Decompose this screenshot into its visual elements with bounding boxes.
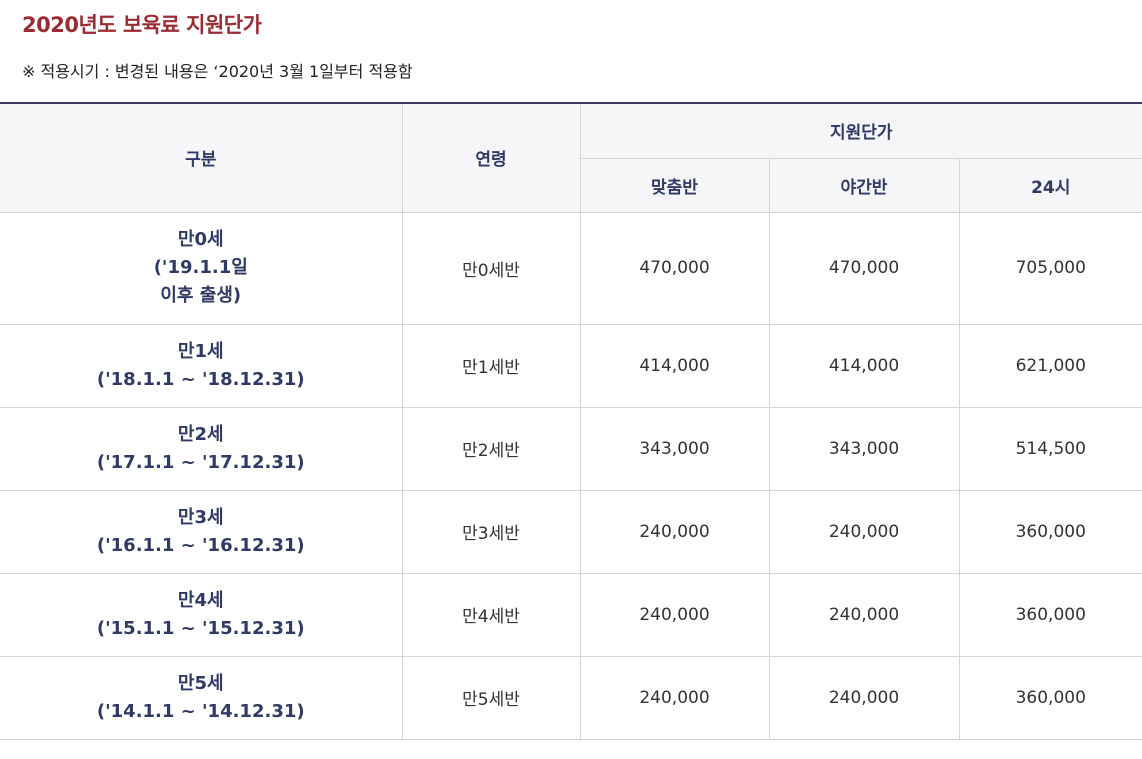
category-cell: 만3세 ('16.1.1 ~ '16.12.31) [0,490,403,574]
table-row: 만0세 ('19.1.1일 이후 출생) 만0세반 470,000 470,00… [0,212,1142,325]
table-row: 만3세 ('16.1.1 ~ '16.12.31) 만3세반 240,000 2… [0,490,1142,574]
regular-rate-cell: 414,000 [580,324,770,408]
category-cell: 만1세 ('18.1.1 ~ '18.12.31) [0,324,403,408]
age-class-cell: 만1세반 [402,324,581,408]
category-label: 만1세 [177,340,224,362]
header-age: 연령 [402,103,581,213]
night-rate-cell: 414,000 [769,324,960,408]
regular-rate-cell: 470,000 [580,212,770,325]
night-rate-cell: 470,000 [769,212,960,325]
table-row: 만1세 ('18.1.1 ~ '18.12.31) 만1세반 414,000 4… [0,324,1142,408]
age-class-cell: 만2세반 [402,407,581,491]
regular-rate-cell: 240,000 [580,656,770,740]
category-birth-range-cont: 이후 출생) [160,285,242,306]
full-day-rate-cell: 360,000 [959,656,1142,740]
category-label: 만4세 [177,589,224,611]
header-support-rate: 지원단가 [580,103,1142,159]
category-label: 만5세 [177,672,224,694]
category-label: 만2세 [177,423,224,445]
table-row: 만5세 ('14.1.1 ~ '14.12.31) 만5세반 240,000 2… [0,656,1142,740]
night-rate-cell: 343,000 [769,407,960,491]
age-class-cell: 만5세반 [402,656,581,740]
regular-rate-cell: 240,000 [580,490,770,574]
header-night-class: 야간반 [769,158,960,213]
full-day-rate-cell: 705,000 [959,212,1142,325]
category-birth-range: ('14.1.1 ~ '14.12.31) [96,700,305,722]
category-cell: 만5세 ('14.1.1 ~ '14.12.31) [0,656,403,740]
category-birth-range: ('15.1.1 ~ '15.12.31) [96,617,305,639]
regular-rate-cell: 240,000 [580,573,770,657]
header-24h-class: 24시 [959,158,1142,213]
category-cell: 만0세 ('19.1.1일 이후 출생) [0,212,403,325]
header-regular-class: 맞춤반 [580,158,770,213]
page-title: 2020년도 보육료 지원단가 [22,13,262,37]
regular-rate-cell: 343,000 [580,407,770,491]
age-class-cell: 만3세반 [402,490,581,574]
category-cell: 만2세 ('17.1.1 ~ '17.12.31) [0,407,403,491]
category-label: 만0세 [177,229,224,250]
full-day-rate-cell: 514,500 [959,407,1142,491]
full-day-rate-cell: 360,000 [959,490,1142,574]
age-class-cell: 만4세반 [402,573,581,657]
table-row: 만2세 ('17.1.1 ~ '17.12.31) 만2세반 343,000 3… [0,407,1142,491]
category-birth-range: ('16.1.1 ~ '16.12.31) [96,534,305,556]
table-row: 만4세 ('15.1.1 ~ '15.12.31) 만4세반 240,000 2… [0,573,1142,657]
full-day-rate-cell: 621,000 [959,324,1142,408]
header-category: 구분 [0,103,403,213]
category-birth-range: ('18.1.1 ~ '18.12.31) [96,368,305,390]
category-label: 만3세 [177,506,224,528]
age-class-cell: 만0세반 [402,212,581,325]
category-birth-range: ('17.1.1 ~ '17.12.31) [96,451,305,473]
full-day-rate-cell: 360,000 [959,573,1142,657]
category-cell: 만4세 ('15.1.1 ~ '15.12.31) [0,573,403,657]
effective-date-note: ※ 적용시기 : 변경된 내용은 ‘2020년 3월 1일부터 적용함 [22,62,413,81]
night-rate-cell: 240,000 [769,573,960,657]
night-rate-cell: 240,000 [769,656,960,740]
support-rate-table: 구분 연령 지원단가 맞춤반 야간반 24시 만0세 ('19.1.1일 이후 … [0,102,1142,740]
category-birth-range: ('19.1.1일 [153,257,248,278]
night-rate-cell: 240,000 [769,490,960,574]
